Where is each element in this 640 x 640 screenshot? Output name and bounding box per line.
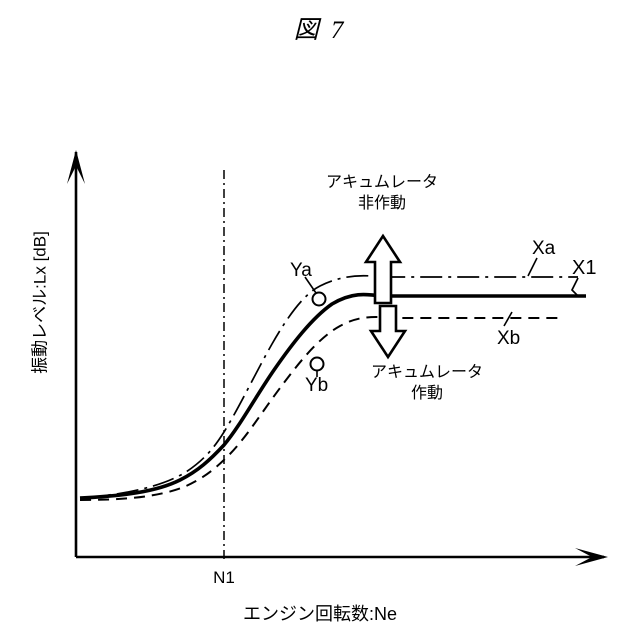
annotation-not-actuated-line2: 非作動	[357, 195, 406, 213]
marker-ya	[304, 276, 327, 307]
x-tick-label-n1: N1	[213, 568, 235, 587]
annotation-actuated-line1: アキュムレータ	[370, 364, 483, 381]
x-axis	[76, 548, 608, 566]
y-axis-arrowhead	[67, 150, 85, 184]
figure-title: 図 7	[293, 17, 347, 44]
accumulator-actuated-arrow	[368, 304, 408, 360]
curve-label-xa: Xa	[532, 238, 556, 259]
curve-x1	[79, 292, 586, 500]
marker-yb	[309, 356, 325, 377]
x-axis-label: エンジン回転数:Ne	[242, 604, 397, 624]
leader-x1	[570, 277, 579, 297]
curve-label-yb: Yb	[305, 375, 329, 396]
curve-xb	[79, 316, 560, 501]
y-axis	[67, 150, 85, 557]
curve-label-x1: X1	[572, 257, 597, 279]
x-axis-arrowhead	[575, 548, 608, 566]
annotation-accumulator-not-actuated: アキュムレータ 非作動	[297, 172, 467, 214]
curve-xa	[79, 274, 578, 499]
accumulator-not-actuated-arrow	[363, 233, 403, 305]
curve-label-xb: Xb	[497, 328, 521, 349]
annotation-actuated-line2: 作動	[410, 385, 443, 403]
curve-label-ya: Ya	[290, 260, 312, 281]
annotation-not-actuated-line1: アキュムレータ	[325, 174, 438, 191]
leader-xb	[503, 311, 513, 327]
leader-xa	[527, 257, 538, 277]
annotation-accumulator-actuated: アキュムレータ 作動	[352, 362, 502, 404]
